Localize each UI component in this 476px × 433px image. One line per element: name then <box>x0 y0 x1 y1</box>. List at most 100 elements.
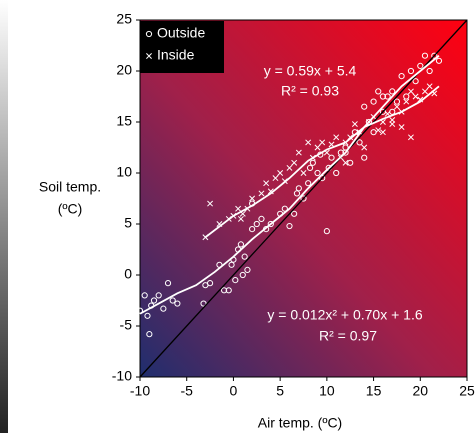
point-outside <box>347 159 354 166</box>
x-tick-label: 20 <box>412 383 428 399</box>
point-inside <box>295 149 302 156</box>
point-outside <box>426 67 433 75</box>
point-inside <box>258 190 265 197</box>
point-outside <box>200 300 207 307</box>
y-axis-label: (ºC) <box>58 201 83 217</box>
y-tick-label: 0 <box>124 266 132 282</box>
point-inside <box>207 200 214 207</box>
point-outside <box>267 220 274 228</box>
point-inside <box>375 127 382 134</box>
point-outside <box>228 261 235 268</box>
point-inside <box>272 175 279 182</box>
legend-marker <box>145 30 153 38</box>
point-outside <box>155 292 162 299</box>
x-tick-label: -10 <box>130 383 150 399</box>
point-outside <box>281 205 288 212</box>
point-outside <box>309 159 316 166</box>
x-tick-label: 25 <box>459 383 475 399</box>
point-inside <box>403 98 410 105</box>
point-outside <box>403 93 410 100</box>
point-outside <box>225 287 232 294</box>
y-tick-label: 15 <box>116 113 132 129</box>
point-outside <box>295 185 302 192</box>
point-inside <box>319 139 326 146</box>
point-inside <box>314 144 321 151</box>
point-outside <box>384 93 391 100</box>
point-outside <box>398 73 405 80</box>
point-outside <box>232 277 239 284</box>
y-tick-label: 20 <box>116 62 132 78</box>
point-outside <box>306 164 314 171</box>
annotation: y = 0.012x² + 0.70x + 1.6 <box>267 307 422 323</box>
point-inside <box>379 129 386 136</box>
point-inside <box>263 180 270 187</box>
y-tick-label: -5 <box>120 317 133 333</box>
point-outside <box>323 228 330 235</box>
point-inside <box>249 195 256 202</box>
point-outside <box>417 62 424 70</box>
point-outside <box>431 52 438 59</box>
point-outside <box>220 287 228 294</box>
point-outside <box>164 280 172 287</box>
point-outside <box>237 241 245 248</box>
point-inside <box>300 170 307 176</box>
point-inside <box>398 124 405 131</box>
point-inside <box>407 134 414 141</box>
point-outside <box>239 271 246 279</box>
point-outside <box>342 149 349 156</box>
y-tick-label: -10 <box>112 368 132 384</box>
point-outside <box>361 154 368 161</box>
point-inside <box>333 134 340 141</box>
point-inside <box>351 121 358 127</box>
point-outside <box>249 226 256 233</box>
point-outside <box>293 190 301 197</box>
point-inside <box>361 144 368 151</box>
legend-box <box>140 21 224 73</box>
y-axis-label: Soil temp. <box>39 179 101 195</box>
legend-label: Outside <box>157 25 205 41</box>
point-outside <box>379 93 387 100</box>
point-outside <box>291 210 298 217</box>
x-tick-label: -5 <box>180 383 193 399</box>
point-outside <box>314 169 321 177</box>
trend-line <box>139 55 440 315</box>
point-inside <box>277 170 284 176</box>
point-outside <box>375 88 382 95</box>
y-tick-label: 5 <box>124 215 132 231</box>
point-inside <box>412 93 419 100</box>
reference-line <box>139 19 468 378</box>
y-tick-label: 25 <box>116 11 132 27</box>
point-outside <box>174 300 181 307</box>
point-outside <box>356 139 363 146</box>
annotation: R² = 0.93 <box>281 83 339 99</box>
y-tick-label: 10 <box>116 164 132 180</box>
point-inside <box>286 164 293 171</box>
point-outside <box>169 297 176 304</box>
x-tick-label: 5 <box>276 383 284 399</box>
point-outside <box>305 180 312 187</box>
annotation: y = 0.59x + 5.4 <box>264 63 357 79</box>
point-outside <box>146 331 153 338</box>
point-outside <box>337 149 344 156</box>
point-inside <box>422 88 428 95</box>
x-axis-label: Air temp. (ºC) <box>258 415 342 431</box>
point-outside <box>328 154 335 161</box>
x-tick-label: 10 <box>319 383 335 399</box>
annotation: R² = 0.97 <box>319 328 377 344</box>
point-outside <box>241 253 248 260</box>
point-outside <box>206 280 214 287</box>
x-tick-label: 15 <box>366 383 382 399</box>
point-outside <box>300 195 307 202</box>
trend-line <box>204 85 440 238</box>
point-inside <box>389 121 396 127</box>
point-inside <box>426 83 433 90</box>
point-inside <box>342 159 349 166</box>
point-inside <box>291 159 298 166</box>
point-outside <box>258 215 265 222</box>
point-outside <box>393 98 401 105</box>
point-outside <box>361 103 368 110</box>
point-outside <box>435 57 443 64</box>
point-outside <box>144 312 151 319</box>
point-outside <box>141 292 148 299</box>
point-outside <box>421 52 429 59</box>
